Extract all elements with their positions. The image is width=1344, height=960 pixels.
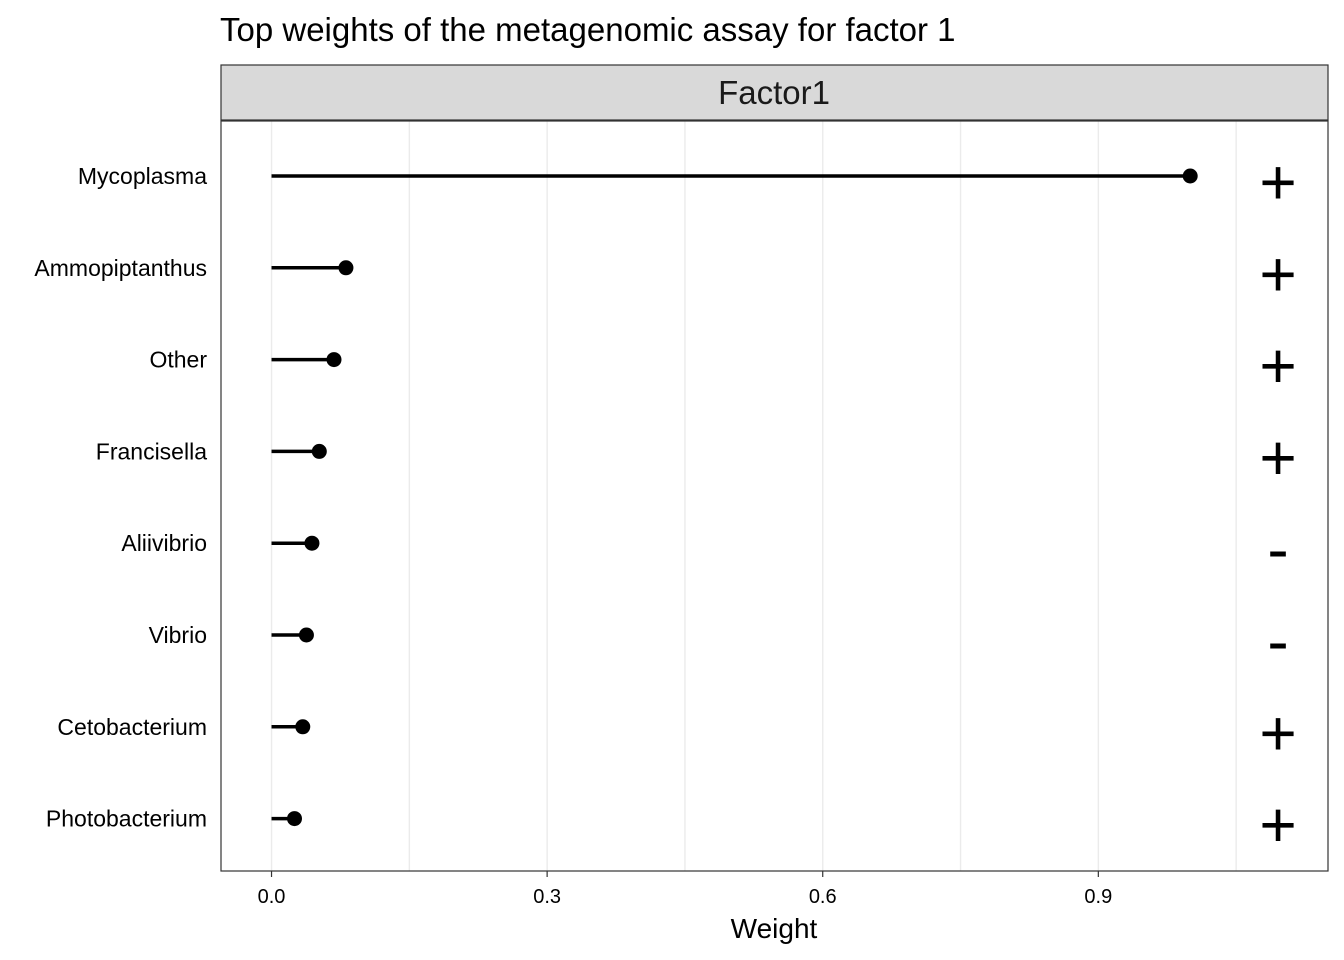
sign-marker: - [1267, 513, 1288, 585]
facet-label: Factor1 [718, 74, 830, 111]
category-label: Aliivibrio [121, 530, 207, 556]
category-label: Mycoplasma [78, 163, 207, 189]
sign-marker: + [1259, 146, 1296, 218]
x-axis: 0.0 0.3 0.6 0.9 [258, 871, 1112, 908]
sign-marker: - [1267, 605, 1288, 677]
sign-marker: + [1259, 330, 1296, 402]
sign-marker: + [1259, 421, 1296, 493]
category-label: Photobacterium [46, 806, 207, 832]
lollipop-point [311, 443, 327, 459]
x-axis-title: Weight [731, 913, 818, 944]
lollipop-point [286, 811, 302, 827]
category-labels: Mycoplasma Ammopiptanthus Other Francisella… [34, 163, 207, 832]
facet-strip [220, 64, 1329, 121]
plot-panel [220, 120, 1329, 872]
x-tick-label: 0.6 [809, 886, 837, 908]
x-tick-label: 0.3 [533, 886, 561, 908]
lollipop-point [338, 260, 354, 276]
lollipop-point [295, 719, 311, 735]
category-label: Vibrio [149, 622, 207, 648]
x-tick-label: 0.9 [1084, 886, 1112, 908]
x-tick-label: 0.0 [258, 886, 286, 908]
category-label: Ammopiptanthus [34, 255, 207, 281]
grid [270, 121, 1237, 871]
category-label: Cetobacterium [57, 714, 207, 740]
sign-marker: + [1259, 697, 1296, 769]
sign-marker: + [1259, 238, 1296, 310]
sign-marker: + [1259, 789, 1296, 861]
lollipop-point [326, 352, 342, 368]
category-label: Francisella [96, 438, 207, 464]
lollipop-point [304, 535, 320, 551]
lollipop-marks [271, 168, 1198, 827]
lollipop-point [298, 627, 314, 643]
category-label: Other [149, 347, 207, 373]
lollipop-point [1182, 168, 1198, 184]
chart-title: Top weights of the metagenomic assay for… [220, 11, 956, 48]
sign-markers: + + + + - - + + [1259, 146, 1296, 861]
